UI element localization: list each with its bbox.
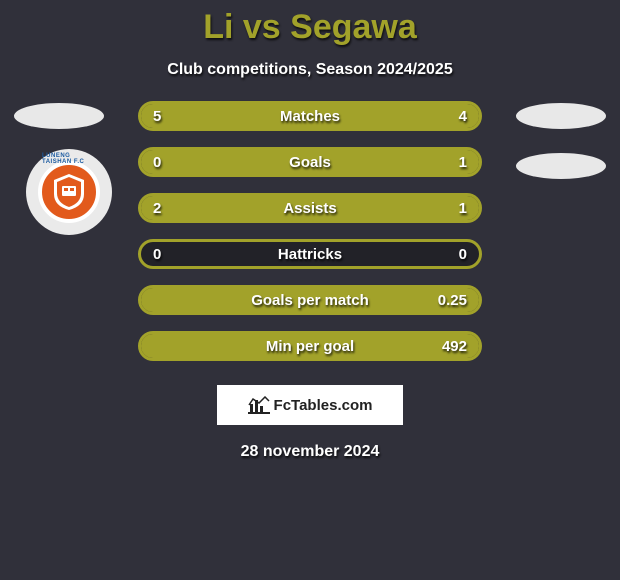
stat-label: Assists — [141, 196, 479, 220]
stat-label: Goals per match — [141, 288, 479, 312]
stat-row-goals-per-match: Goals per match0.25 — [138, 285, 482, 315]
stat-row-goals: 0Goals1 — [138, 147, 482, 177]
chart-icon — [248, 396, 270, 414]
stat-value-right: 0.25 — [438, 288, 467, 312]
stat-label: Matches — [141, 104, 479, 128]
comparison-bars: 5Matches40Goals12Assists10Hattricks0Goal… — [138, 101, 482, 377]
brand-logo: FcTables.com — [217, 385, 403, 425]
page-title: Li vs Segawa — [0, 0, 620, 47]
brand-text: FcTables.com — [274, 397, 373, 414]
stat-row-matches: 5Matches4 — [138, 101, 482, 131]
stat-row-min-per-goal: Min per goal492 — [138, 331, 482, 361]
shield-icon — [54, 174, 84, 210]
stat-value-right: 0 — [459, 242, 467, 266]
stat-value-right: 1 — [459, 196, 467, 220]
stat-value-right: 1 — [459, 150, 467, 174]
stat-value-right: 4 — [459, 104, 467, 128]
stat-label: Goals — [141, 150, 479, 174]
player-left-shape — [14, 103, 104, 129]
comparison-stage: LUNENG TAISHAN F.C 5Matches40Goals12Assi… — [0, 101, 620, 371]
stat-row-hattricks: 0Hattricks0 — [138, 239, 482, 269]
player-right-shape-1 — [516, 103, 606, 129]
player-right-shape-2 — [516, 153, 606, 179]
club-badge: LUNENG TAISHAN F.C — [26, 149, 112, 235]
stat-label: Hattricks — [141, 242, 479, 266]
stat-label: Min per goal — [141, 334, 479, 358]
club-badge-inner: LUNENG TAISHAN F.C — [38, 161, 100, 223]
stat-value-right: 492 — [442, 334, 467, 358]
page-subtitle: Club competitions, Season 2024/2025 — [0, 61, 620, 79]
stat-row-assists: 2Assists1 — [138, 193, 482, 223]
date-label: 28 november 2024 — [0, 443, 620, 461]
club-badge-text: LUNENG TAISHAN F.C — [42, 153, 96, 165]
